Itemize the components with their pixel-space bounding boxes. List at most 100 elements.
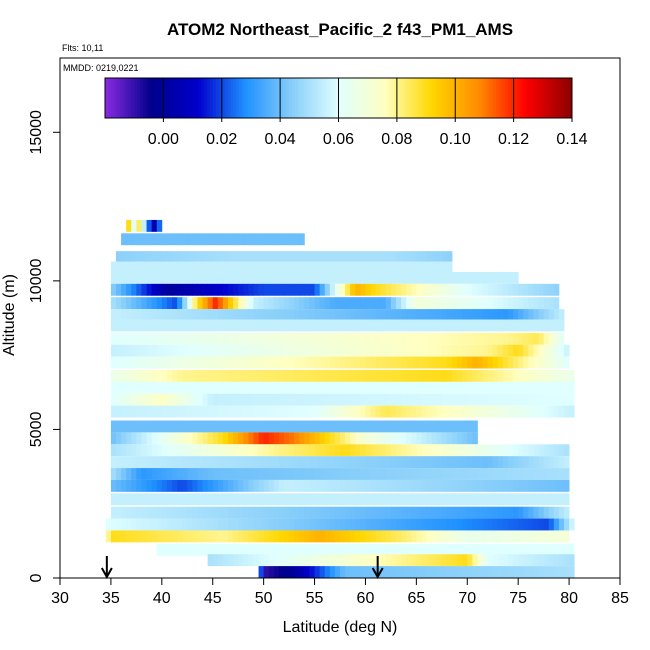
band-11-cell	[523, 356, 529, 369]
band-15-cell	[441, 405, 448, 418]
band-23-cell	[289, 506, 295, 519]
band-5-cell	[268, 283, 275, 296]
band-2-cell	[350, 251, 356, 264]
band-18-cell	[441, 444, 448, 457]
band-5-cell	[161, 283, 168, 296]
band-5-cell	[538, 283, 545, 296]
band-23-cell	[294, 506, 300, 519]
colorbar-segment	[142, 78, 147, 118]
band-17-cell	[166, 432, 173, 445]
band-7-cell	[146, 309, 153, 321]
band-25-cell	[172, 530, 178, 543]
band-13-cell	[192, 381, 198, 394]
band-27-cell	[309, 554, 315, 567]
band-14-cell	[141, 393, 147, 406]
band-7-cell	[390, 309, 397, 321]
band-4-cell	[222, 271, 229, 284]
band-5-cell	[192, 283, 198, 296]
band-11-cell	[172, 356, 178, 369]
band-8-cell	[284, 319, 290, 332]
band-2-cell	[431, 251, 438, 264]
band-9-cell	[457, 332, 463, 345]
colorbar-segment	[516, 78, 520, 118]
band-10-cell	[523, 344, 529, 357]
band-26-cell	[365, 543, 371, 556]
band-0-cell	[126, 219, 132, 232]
band-23-cell	[278, 506, 285, 519]
band-7-cell	[538, 309, 545, 321]
band-12-cell	[538, 370, 545, 382]
band-16-cell	[268, 420, 275, 433]
band-3-cell	[380, 261, 387, 274]
band-25-cell	[294, 530, 300, 543]
band-19-cell	[146, 456, 153, 469]
band-12-cell	[528, 370, 534, 382]
band-10-cell	[543, 344, 550, 357]
colorbar-segment	[204, 78, 208, 118]
band-22-cell	[441, 493, 448, 506]
band-5-cell	[523, 283, 529, 296]
band-22-cell	[141, 493, 147, 506]
band-22-cell	[324, 493, 331, 506]
colorbar-segment	[177, 78, 182, 118]
band-7-cell	[334, 309, 341, 321]
band-10-cell	[299, 344, 305, 357]
band-22-cell	[538, 493, 545, 506]
band-13-cell	[284, 381, 290, 394]
band-4-cell	[334, 271, 341, 284]
band-22-cell	[182, 493, 188, 506]
band-7-cell	[207, 309, 214, 321]
band-23-cell	[141, 506, 147, 519]
band-15-cell	[360, 405, 366, 418]
band-23-cell	[467, 506, 473, 519]
band-9-cell	[248, 332, 254, 345]
band-5-cell	[355, 283, 361, 296]
band-20-cell	[284, 468, 290, 480]
band-19-cell	[543, 456, 550, 469]
band-20-cell	[309, 468, 315, 480]
band-9-cell	[340, 332, 346, 345]
band-7-cell	[172, 309, 178, 321]
band-19-cell	[350, 456, 356, 469]
band-18-cell	[319, 444, 326, 457]
band-10-cell	[289, 344, 295, 357]
band-20-cell	[319, 468, 326, 480]
x-tick-label: 80	[560, 590, 578, 607]
band-3-cell	[228, 261, 234, 274]
band-16-cell	[462, 420, 468, 433]
band-15-cell	[141, 405, 147, 418]
band-16-cell	[396, 420, 402, 433]
band-13-cell	[472, 381, 478, 394]
band-3-cell	[212, 261, 219, 274]
band-22-cell	[482, 493, 489, 506]
band-7-cell	[513, 309, 519, 321]
band-15-cell	[340, 405, 346, 418]
band-25-cell	[457, 530, 463, 543]
band-28-cell	[482, 566, 489, 578]
band-14-cell	[192, 393, 198, 406]
band-21-cell	[462, 479, 468, 492]
band-14-cell	[462, 393, 468, 406]
band-22-cell	[172, 493, 178, 506]
colorbar-segment	[248, 78, 252, 118]
band-13-cell	[569, 381, 575, 394]
band-24-cell	[385, 518, 392, 531]
band-19-cell	[319, 456, 326, 469]
band-6-cell	[314, 297, 321, 310]
band-11-cell	[482, 356, 489, 369]
band-3-cell	[116, 261, 122, 274]
band-4-cell	[411, 271, 417, 284]
band-6-cell	[121, 297, 127, 310]
band-8-cell	[360, 319, 366, 332]
colorbar-segment	[510, 78, 515, 118]
band-6-cell	[187, 297, 193, 310]
band-5-cell	[314, 283, 321, 296]
band-13-cell	[502, 381, 509, 394]
band-25-cell	[548, 530, 555, 543]
band-28-cell	[431, 566, 438, 578]
colorbar-segment	[338, 78, 342, 118]
band-16-cell	[284, 420, 290, 433]
band-8-cell	[166, 319, 173, 332]
band-3-cell	[365, 261, 371, 274]
band-22-cell	[212, 493, 219, 506]
